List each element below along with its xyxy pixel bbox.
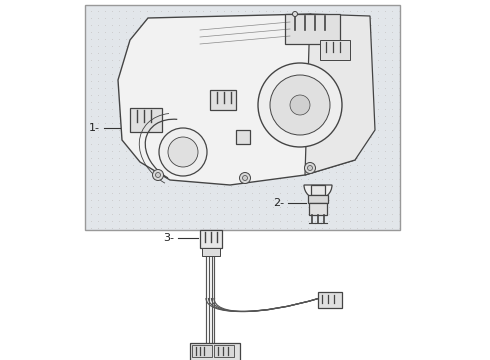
Circle shape: [155, 172, 161, 177]
Circle shape: [240, 172, 250, 184]
Circle shape: [168, 137, 198, 167]
Bar: [214, 345, 234, 357]
Polygon shape: [305, 14, 375, 175]
Circle shape: [243, 176, 247, 180]
Text: 3-: 3-: [163, 233, 174, 243]
Bar: [285, 14, 340, 44]
Circle shape: [270, 75, 330, 135]
Bar: [130, 108, 162, 132]
Circle shape: [308, 166, 313, 171]
Bar: [190, 343, 240, 360]
Bar: [202, 248, 220, 256]
Text: 1-: 1-: [89, 123, 100, 133]
Polygon shape: [118, 14, 370, 185]
Wedge shape: [304, 185, 332, 199]
Circle shape: [159, 128, 207, 176]
Bar: [210, 90, 236, 110]
Circle shape: [258, 63, 342, 147]
Bar: [200, 230, 222, 248]
Text: 2-: 2-: [273, 198, 284, 208]
Bar: [308, 195, 328, 203]
Bar: [85, 5, 400, 230]
Bar: [311, 185, 325, 195]
Bar: [309, 203, 327, 215]
Bar: [236, 130, 250, 144]
Bar: [192, 345, 212, 357]
Circle shape: [290, 95, 310, 115]
Bar: [320, 40, 350, 60]
Circle shape: [304, 162, 316, 174]
Circle shape: [293, 12, 297, 17]
Bar: [318, 292, 342, 308]
Circle shape: [152, 170, 164, 180]
